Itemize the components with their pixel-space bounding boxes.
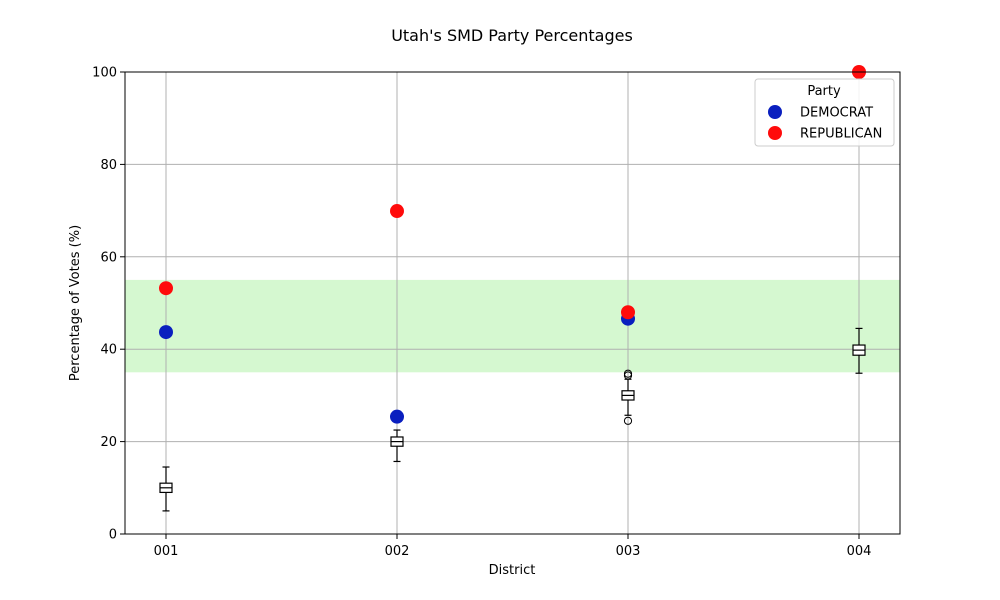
y-tick-label: 100 [92,66,117,81]
point-republican [159,281,173,296]
boxplot-outlier [623,369,633,378]
legend-entry-label: REPUBLICAN [800,127,882,142]
y-tick-label: 0 [109,528,117,543]
x-tick-label: 002 [385,544,410,559]
legend: Party DEMOCRAT REPUBLICAN [754,78,895,147]
y-tick-label: 20 [100,435,117,450]
y-axis-label: Percentage of Votes (%) [68,225,83,381]
legend-title: Party [807,84,841,99]
point-republican [621,305,635,320]
axes-frame [124,71,901,535]
x-tick-label: 004 [847,544,872,559]
y-tick-label: 80 [100,158,117,173]
x-tick-label: 001 [154,544,179,559]
highlight-band [125,279,900,373]
legend-marker [768,126,782,140]
point-republican [390,204,404,219]
chart-title: Utah's SMD Party Percentages [391,26,633,45]
point-democrat [159,325,173,340]
legend-marker [768,105,782,119]
plot-area: 0 20 40 60 80 100 001 002 003 004 [92,65,901,559]
boxplot-outlier [623,416,633,425]
y-tick-label: 60 [100,250,117,265]
legend-box [754,78,895,147]
y-tick-label: 40 [100,343,117,358]
x-axis-label: District [489,563,536,578]
legend-entry-label: DEMOCRAT [800,106,873,121]
x-tick-label: 003 [616,544,641,559]
point-democrat [390,409,404,424]
